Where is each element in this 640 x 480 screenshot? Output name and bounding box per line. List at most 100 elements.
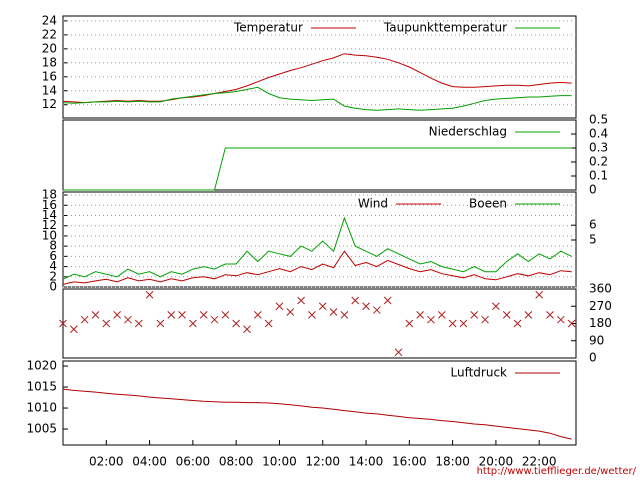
direction-marker (167, 311, 176, 319)
direction-marker (492, 302, 500, 311)
y-tick-label: 18 (42, 55, 57, 69)
beaufort-tick-label: 6 (589, 218, 597, 232)
direction-marker (102, 319, 111, 328)
direction-marker (448, 319, 457, 328)
direction-marker (145, 290, 154, 299)
y-tick-label: 24 (42, 13, 57, 27)
direction-marker (535, 290, 544, 299)
direction-marker (113, 311, 121, 319)
direction-marker (405, 319, 414, 328)
direction-marker (286, 308, 295, 316)
direction-marker (221, 311, 230, 319)
direction-marker (80, 315, 89, 324)
y-tick-label: 16 (42, 69, 57, 83)
direction-marker (481, 315, 489, 324)
legend-label: Taupunkttemperatur (383, 21, 507, 35)
x-tick-label: 10:00 (262, 455, 297, 469)
legend-label: Temperatur (233, 21, 303, 35)
x-tick-label: 06:00 (176, 455, 211, 469)
x-tick-label: 04:00 (132, 455, 167, 469)
direction-marker (524, 311, 533, 319)
direction-marker (470, 311, 479, 319)
direction-marker (340, 311, 349, 319)
x-tick-label: 18:00 (435, 455, 470, 469)
x-tick-label: 16:00 (392, 455, 427, 469)
direction-marker (318, 302, 327, 311)
panel-frame (62, 119, 577, 191)
panel-frame (62, 360, 577, 446)
x-tick-label: 12:00 (305, 455, 340, 469)
beaufort-tick-label: 5 (589, 233, 597, 247)
direction-marker (308, 311, 316, 319)
direction-marker (362, 302, 370, 311)
y-tick-label: 2 (49, 269, 57, 283)
legend-label: Niederschlag (429, 125, 507, 139)
direction-marker (124, 315, 132, 324)
direction-marker (253, 311, 262, 319)
y-tick-label: 0 (49, 280, 57, 294)
direction-marker (351, 296, 360, 305)
direction-marker (394, 348, 403, 357)
y-tick-label: 4 (49, 259, 57, 273)
direction-marker (69, 325, 78, 334)
direction-marker (329, 308, 338, 316)
direction-marker (427, 315, 435, 324)
legend-label: Boeen (469, 197, 507, 211)
y-tick-label: 12 (42, 97, 57, 111)
series-line (63, 147, 572, 191)
direction-marker (243, 325, 251, 334)
direction-marker (437, 311, 446, 319)
direction-marker (264, 319, 273, 328)
x-tick-label: 20:00 (479, 455, 514, 469)
panel-frame (62, 15, 577, 119)
direction-marker (459, 319, 468, 328)
series-line (62, 86, 572, 111)
y-tick-label: 0 (589, 351, 597, 365)
direction-marker (91, 311, 100, 319)
y-tick-label: 1020 (26, 359, 57, 373)
y-tick-label: 0.2 (589, 155, 608, 169)
direction-marker (59, 319, 67, 328)
y-tick-label: 18 (42, 188, 57, 202)
y-tick-label: 0.5 (589, 113, 608, 127)
y-tick-label: 16 (42, 198, 57, 212)
direction-marker (416, 311, 425, 319)
direction-marker (210, 315, 219, 324)
y-tick-label: 0.1 (589, 169, 608, 183)
y-tick-label: 10 (42, 228, 57, 242)
direction-marker (275, 302, 284, 311)
y-tick-label: 22 (42, 27, 57, 41)
direction-marker (134, 319, 143, 328)
x-tick-label: 02:00 (89, 455, 124, 469)
source-url: http://www.tiefflieger.de/wetter/ (477, 466, 637, 477)
direction-marker (189, 319, 197, 328)
legend-label: Luftdruck (450, 366, 507, 380)
y-tick-label: 1015 (26, 380, 57, 394)
direction-marker (556, 315, 565, 324)
direction-marker (199, 311, 208, 319)
direction-marker (513, 319, 522, 328)
y-tick-label: 180 (589, 316, 612, 330)
series-line (62, 216, 572, 280)
y-tick-label: 20 (42, 41, 57, 55)
y-tick-label: 0.4 (589, 127, 608, 141)
direction-marker (502, 311, 511, 319)
direction-marker (567, 319, 576, 328)
direction-marker (373, 306, 381, 314)
y-tick-label: 360 (589, 282, 612, 296)
y-tick-label: 0.3 (589, 141, 608, 155)
y-tick-label: 14 (42, 208, 57, 222)
direction-marker (297, 296, 305, 305)
series-line (62, 388, 572, 440)
y-tick-label: 270 (589, 299, 612, 313)
direction-marker (156, 319, 165, 328)
x-tick-label: 08:00 (219, 455, 254, 469)
direction-marker (178, 311, 186, 319)
legend-label: Wind (358, 197, 388, 211)
y-tick-label: 1005 (26, 422, 57, 436)
y-tick-label: 0 (589, 183, 597, 197)
direction-marker (232, 319, 241, 328)
y-tick-label: 8 (49, 239, 57, 253)
